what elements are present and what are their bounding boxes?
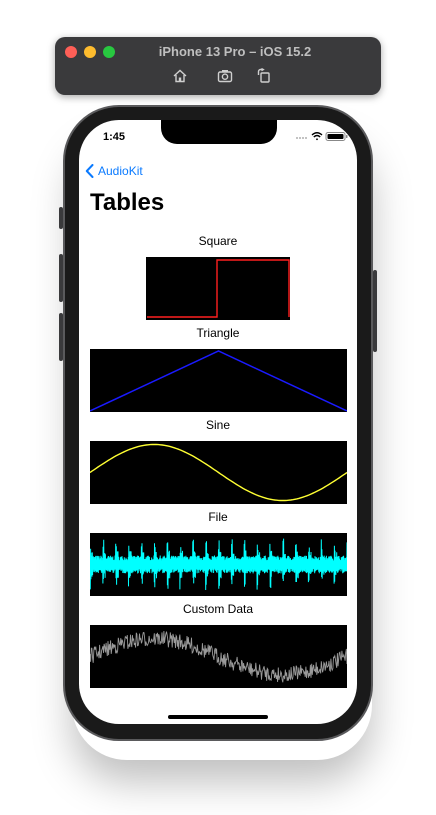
signal-icon bbox=[296, 137, 307, 139]
volume-down-button bbox=[59, 313, 63, 361]
zoom-window-button[interactable] bbox=[103, 46, 115, 58]
table-label-triangle: Triangle bbox=[196, 326, 240, 340]
minimize-window-button[interactable] bbox=[84, 46, 96, 58]
rotate-icon[interactable] bbox=[256, 68, 272, 84]
notch bbox=[161, 120, 277, 144]
status-icons bbox=[296, 132, 348, 141]
table-label-sine: Sine bbox=[205, 418, 231, 432]
screenshot-icon[interactable] bbox=[217, 68, 233, 84]
table-label-file: File bbox=[208, 510, 228, 524]
custom-data-line bbox=[90, 630, 347, 683]
page-title: Tables bbox=[90, 189, 165, 216]
sine-wave-plot bbox=[90, 441, 347, 504]
sine-wave-line bbox=[90, 443, 347, 502]
wifi-icon bbox=[311, 132, 323, 141]
mute-switch bbox=[59, 207, 63, 229]
chevron-left-icon bbox=[85, 164, 94, 178]
power-button bbox=[373, 270, 377, 352]
back-button-label: AudioKit bbox=[98, 164, 143, 178]
back-button[interactable]: AudioKit bbox=[85, 162, 143, 180]
square-wave-line bbox=[147, 259, 290, 318]
volume-up-button bbox=[59, 254, 63, 302]
square-wave-plot bbox=[146, 257, 290, 320]
triangle-wave-plot bbox=[90, 349, 347, 412]
phone-screen: 1:45 AudioKit Tables Square Triangle Sin… bbox=[79, 120, 357, 724]
simulator-titlebar: iPhone 13 Pro – iOS 15.2 bbox=[55, 37, 381, 95]
table-label-square: Square bbox=[198, 234, 238, 248]
close-window-button[interactable] bbox=[65, 46, 77, 58]
triangle-wave-line bbox=[90, 350, 347, 412]
window-title: iPhone 13 Pro – iOS 15.2 bbox=[158, 44, 312, 59]
home-indicator bbox=[168, 715, 268, 719]
custom-data-plot bbox=[90, 625, 347, 688]
file-waveform-plot bbox=[90, 533, 347, 596]
battery-icon bbox=[325, 132, 348, 141]
status-time: 1:45 bbox=[103, 131, 126, 143]
table-label-custom-data: Custom Data bbox=[182, 602, 254, 616]
file-waveform-line bbox=[90, 538, 347, 591]
home-icon[interactable] bbox=[172, 68, 188, 84]
